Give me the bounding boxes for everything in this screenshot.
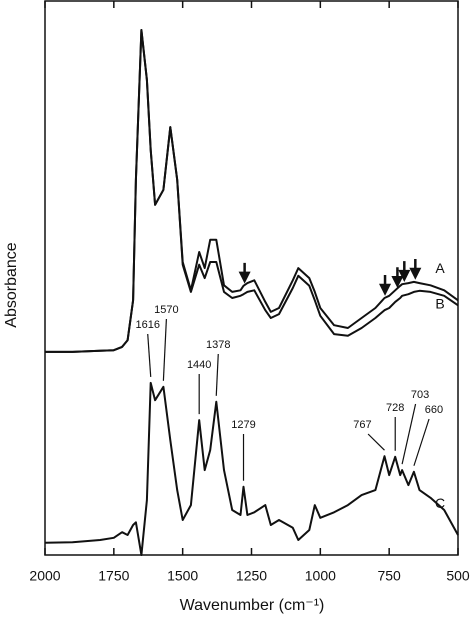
x-tick-label: 500 — [446, 568, 470, 584]
peak-label: 660 — [425, 404, 443, 416]
x-tick-label: 1250 — [236, 568, 267, 584]
peak-leader — [367, 433, 385, 451]
series-label: B — [435, 296, 444, 312]
peak-label: 1378 — [206, 339, 230, 351]
peak-label: 767 — [353, 419, 371, 431]
x-tick-label: 1750 — [98, 568, 129, 584]
peak-leader — [401, 403, 417, 465]
series-label: C — [435, 495, 445, 511]
peak-label: 1616 — [135, 319, 159, 331]
peak-leader — [413, 418, 430, 466]
spectrum-line — [44, 381, 459, 556]
spectrum-line — [45, 29, 459, 353]
x-tick-label: 1500 — [167, 568, 198, 584]
arrow — [379, 275, 392, 296]
spectrum-line — [45, 29, 459, 353]
y-axis-label: Absorbance — [3, 242, 20, 327]
x-tick-label: 750 — [377, 568, 401, 584]
peak-leader — [162, 318, 167, 381]
arrow — [409, 258, 422, 280]
arrow — [398, 261, 411, 282]
peak-leader — [215, 353, 219, 396]
peak-label: 703 — [411, 389, 429, 401]
peak-label: 1570 — [154, 304, 178, 316]
arrow — [391, 267, 404, 289]
x-axis-label: Wavenumber (cm⁻¹) — [180, 597, 325, 614]
peak-leader — [147, 333, 152, 377]
peak-label: 1440 — [187, 359, 211, 371]
arrow — [238, 262, 251, 284]
x-tick-label: 2000 — [29, 568, 60, 584]
series-label: A — [435, 260, 445, 276]
peak-label: 728 — [386, 402, 404, 414]
x-tick-label: 1000 — [305, 568, 336, 584]
peak-label: 1279 — [231, 419, 255, 431]
